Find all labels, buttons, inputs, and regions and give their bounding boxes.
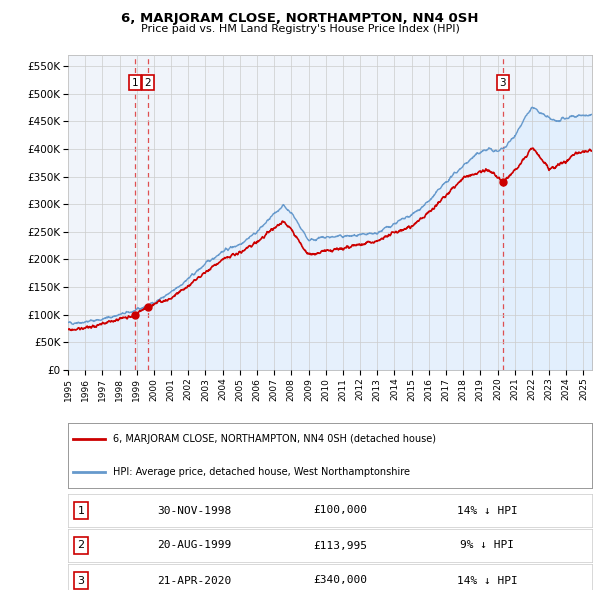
- Text: 2: 2: [77, 540, 85, 550]
- Text: 14% ↓ HPI: 14% ↓ HPI: [457, 506, 518, 516]
- Text: 2: 2: [144, 78, 151, 88]
- Text: 14% ↓ HPI: 14% ↓ HPI: [457, 575, 518, 585]
- Text: 21-APR-2020: 21-APR-2020: [157, 575, 232, 585]
- Text: £100,000: £100,000: [313, 506, 367, 516]
- Text: 3: 3: [500, 78, 506, 88]
- Text: 30-NOV-1998: 30-NOV-1998: [157, 506, 232, 516]
- Text: £113,995: £113,995: [313, 540, 367, 550]
- Text: 1: 1: [132, 78, 139, 88]
- Text: 6, MARJORAM CLOSE, NORTHAMPTON, NN4 0SH (detached house): 6, MARJORAM CLOSE, NORTHAMPTON, NN4 0SH …: [113, 434, 436, 444]
- Text: 9% ↓ HPI: 9% ↓ HPI: [460, 540, 514, 550]
- Text: Price paid vs. HM Land Registry's House Price Index (HPI): Price paid vs. HM Land Registry's House …: [140, 24, 460, 34]
- Text: 20-AUG-1999: 20-AUG-1999: [157, 540, 232, 550]
- Text: 1: 1: [77, 506, 85, 516]
- Text: 3: 3: [77, 575, 85, 585]
- Text: £340,000: £340,000: [313, 575, 367, 585]
- Text: HPI: Average price, detached house, West Northamptonshire: HPI: Average price, detached house, West…: [113, 467, 410, 477]
- Text: 6, MARJORAM CLOSE, NORTHAMPTON, NN4 0SH: 6, MARJORAM CLOSE, NORTHAMPTON, NN4 0SH: [121, 12, 479, 25]
